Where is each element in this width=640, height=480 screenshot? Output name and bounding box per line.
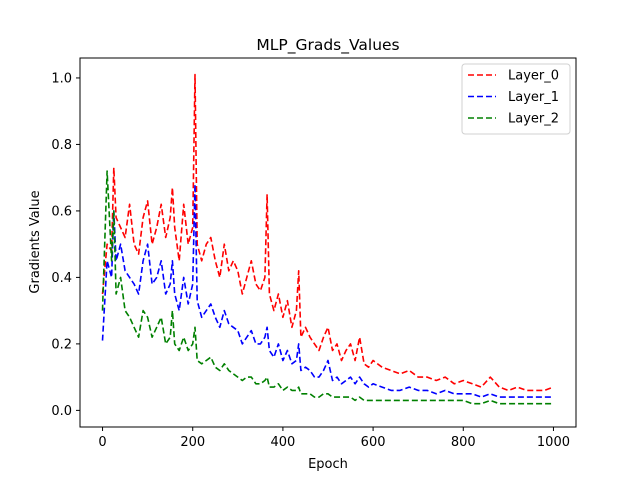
x-tick-label: 1000	[537, 435, 570, 450]
series-lines	[101, 73, 554, 405]
y-tick-label: 0.4	[51, 271, 72, 286]
legend-label: Layer_2	[508, 112, 559, 127]
x-tick-label: 200	[180, 435, 205, 450]
y-axis-ticks: 0.0 0.2 0.4 0.6 0.8 1.0	[51, 71, 80, 419]
legend-label: Layer_0	[508, 69, 559, 84]
y-axis-label: Gradients Value	[28, 190, 43, 293]
y-tick-label: 0.6	[51, 204, 72, 219]
legend-label: Layer_1	[508, 90, 559, 105]
chart-title: MLP_Grads_Values	[256, 36, 399, 55]
series-line-layer-1	[101, 183, 554, 398]
x-axis-ticks: 0 200 400 600 800 1000	[98, 427, 570, 450]
y-tick-label: 0.8	[51, 138, 72, 153]
x-tick-label: 0	[98, 435, 106, 450]
x-tick-label: 800	[451, 435, 476, 450]
legend-box	[461, 63, 571, 135]
y-tick-label: 0.2	[51, 337, 72, 352]
x-axis-label: Epoch	[308, 457, 348, 472]
series-line-layer-2	[101, 170, 554, 405]
series-line-layer-0	[101, 73, 554, 392]
y-tick-label: 0.0	[51, 404, 72, 419]
x-tick-label: 600	[361, 435, 386, 450]
legend: Layer_0 Layer_1 Layer_2	[461, 63, 571, 135]
y-tick-label: 1.0	[51, 71, 72, 86]
x-tick-label: 400	[270, 435, 295, 450]
